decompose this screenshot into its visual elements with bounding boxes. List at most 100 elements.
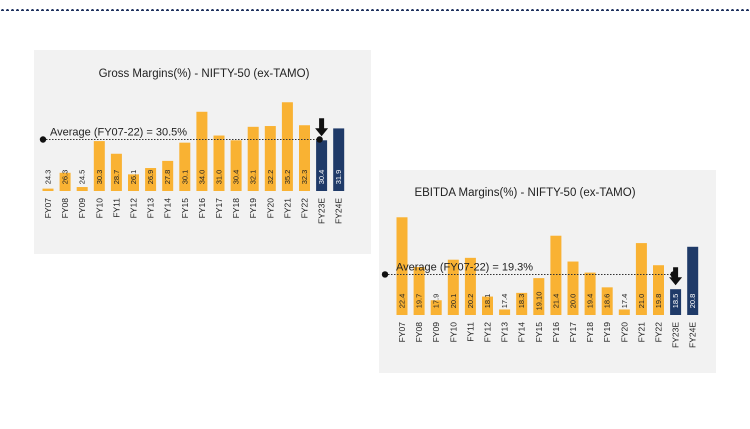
gross-margins-panel: Gross Margins(%) - NIFTY-50 (ex-TAMO) 24.… [34,50,371,254]
category-label-fy23e: FY23E [671,322,681,348]
value-label-fy24e: 20.8 [688,294,697,309]
value-label-fy17: 20.0 [569,294,578,309]
value-label-fy10: 30.3 [95,170,104,185]
value-label-fy24e: 31.9 [334,170,343,185]
bar-fy08 [413,267,425,315]
bar-fy10 [93,141,105,191]
bar-fy09 [430,300,442,315]
category-label-fy13: FY13 [146,198,156,219]
bar-fy14 [162,160,174,191]
category-label-fy23e: FY23E [317,198,327,224]
value-label-fy11: 20.2 [466,294,475,309]
bar-fy20 [264,126,276,191]
value-label-fy08: 19.7 [415,294,424,309]
category-label-fy15: FY15 [180,198,190,219]
category-label-fy09: FY09 [431,322,441,343]
bar-fy22 [299,125,310,191]
category-label-fy07: FY07 [397,322,407,343]
value-label-fy09: 17.9 [432,294,441,309]
bar-fy14 [516,292,528,315]
bar-fy17 [567,261,579,315]
value-label-fy10: 20.1 [449,294,458,309]
bar-fy16 [550,235,562,315]
ebitda-margins-chart: EBITDA Margins(%) - NIFTY-50 (ex-TAMO) 22… [381,187,699,348]
down-arrow-icon [315,118,329,137]
bar-fy08 [59,172,71,191]
category-label-fy20: FY20 [619,322,629,343]
value-label-fy21: 35.2 [283,170,292,185]
category-label-fy10: FY10 [448,322,458,343]
bar-fy18 [230,140,242,191]
category-label-fy18: FY18 [585,322,595,343]
value-label-fy23e: 18.5 [671,294,680,309]
category-label-fy24e: FY24E [688,322,698,348]
value-label-fy08: 26.3 [61,170,70,185]
value-label-fy16: 21.4 [551,294,560,309]
gross-margins-chart: Gross Margins(%) - NIFTY-50 (ex-TAMO) 24.… [39,68,345,224]
category-label-fy17: FY17 [568,322,578,343]
bar-fy17 [213,135,225,191]
value-label-fy14: 18.3 [517,294,526,309]
category-label-fy14: FY14 [163,198,173,219]
value-label-fy07: 22.4 [398,294,407,309]
bar-fy11 [110,153,122,191]
value-label-fy12: 18.1 [483,294,492,309]
value-label-fy14: 27.8 [163,170,172,185]
bar-fy07 [396,217,408,315]
bar-fy15 [179,142,191,191]
bar-fy24e [333,128,345,191]
value-label-fy07: 24.3 [44,170,53,185]
category-label-fy11: FY11 [111,198,121,218]
value-label-fy19: 32.1 [249,170,258,185]
category-label-fy12: FY12 [483,322,493,343]
value-label-fy09: 24.5 [78,170,87,185]
value-label-fy20: 17.4 [620,294,629,309]
value-label-fy15: 30.1 [180,170,189,185]
bar-fy11 [464,257,476,315]
bar-fy19 [601,287,613,315]
category-label-fy16: FY16 [197,198,207,219]
bar-fy13 [499,309,511,315]
value-label-fy22: 32.3 [300,170,309,185]
value-label-fy13: 17.4 [500,294,509,309]
value-label-fy18: 19.4 [586,294,595,309]
value-label-fy12: 26.1 [129,170,138,185]
bar-fy15 [533,278,545,315]
category-label-fy17: FY17 [214,198,224,219]
category-label-fy13: FY13 [500,322,510,343]
average-label: Average (FY07-22) = 19.3% [396,261,533,273]
dotted-top-border [0,9,750,11]
category-label-fy20: FY20 [265,198,275,219]
bar-fy16 [196,111,208,191]
category-label-fy15: FY15 [534,322,544,343]
category-label-fy12: FY12 [129,198,139,219]
value-label-fy19: 18.6 [603,294,612,309]
value-label-fy11: 28.7 [112,170,121,185]
down-arrow-icon [669,267,683,286]
value-label-fy18: 30.4 [232,170,241,185]
value-label-fy13: 26.9 [146,170,155,185]
value-label-fy20: 32.2 [266,170,275,185]
category-label-fy08: FY08 [414,322,424,343]
category-label-fy24e: FY24E [334,198,344,224]
value-label-fy17: 31.0 [215,170,224,185]
bar-fy20 [618,309,630,315]
bar-fy07 [42,188,54,191]
category-label-fy18: FY18 [231,198,241,219]
bar-fy19 [247,126,259,191]
bar-fy12 [128,174,139,191]
bar-fy12 [482,296,493,315]
value-label-fy16: 34.0 [197,170,206,185]
bar-fy21 [635,243,647,315]
value-label-fy15: 19.10 [534,292,543,311]
category-label-fy10: FY10 [94,198,104,219]
value-label-fy22: 19.8 [654,294,663,309]
average-line-start-dot [39,136,47,143]
bar-fy24e [687,246,699,315]
category-label-fy08: FY08 [60,198,70,219]
chart-title: EBITDA Margins(%) - NIFTY-50 (ex-TAMO) [414,187,635,199]
value-label-fy23e: 30.4 [317,170,326,185]
category-label-fy07: FY07 [43,198,53,219]
bar-fy22 [653,265,664,315]
average-label: Average (FY07-22) = 30.5% [50,127,187,139]
